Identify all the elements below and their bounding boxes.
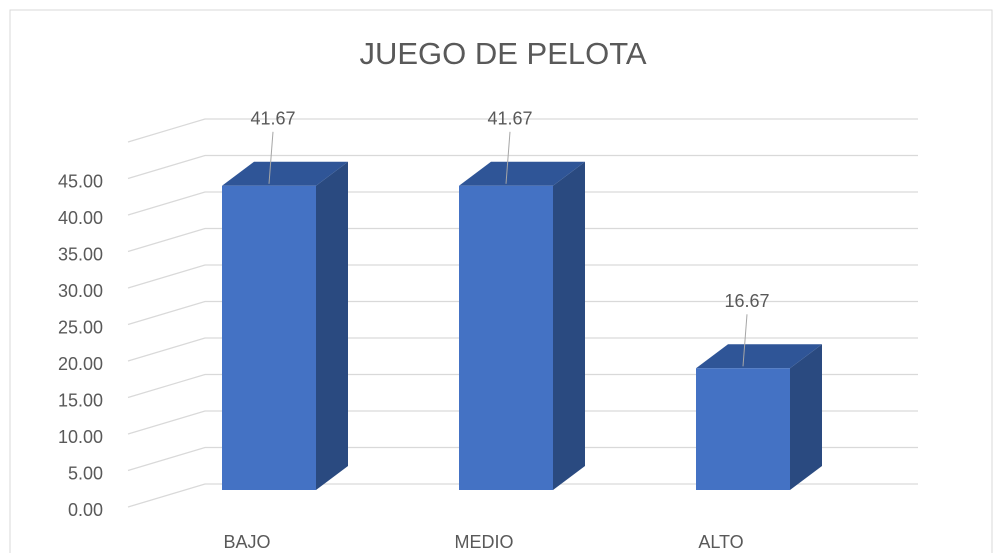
y-tick-label: 40.00 bbox=[58, 208, 103, 228]
bar-top bbox=[696, 344, 822, 369]
bar-front bbox=[459, 185, 553, 490]
chart-title: JUEGO DE PELOTA bbox=[359, 36, 646, 71]
grid-line bbox=[127, 337, 918, 362]
data-label: 41.67 bbox=[250, 109, 295, 129]
grid-line bbox=[127, 410, 918, 435]
y-tick-label: 25.00 bbox=[58, 317, 103, 337]
x-tick-label: ALTO bbox=[698, 532, 743, 552]
y-tick-label: 10.00 bbox=[58, 427, 103, 447]
bar-top bbox=[222, 161, 348, 186]
y-tick-label: 20.00 bbox=[58, 354, 103, 374]
grid-line bbox=[127, 154, 918, 180]
data-label: 41.67 bbox=[487, 109, 532, 129]
bar bbox=[222, 161, 348, 490]
grid-line bbox=[127, 483, 918, 508]
grid-line bbox=[127, 227, 918, 253]
grid-line bbox=[127, 300, 918, 326]
y-tick-label: 15.00 bbox=[58, 390, 103, 410]
bar bbox=[696, 344, 822, 490]
grid-line bbox=[127, 118, 918, 143]
y-tick-label: 30.00 bbox=[58, 281, 103, 301]
bar-side bbox=[316, 161, 348, 490]
y-tick-label: 5.00 bbox=[68, 463, 103, 483]
x-tick-label: MEDIO bbox=[454, 532, 513, 552]
y-tick-label: 35.00 bbox=[58, 244, 103, 264]
bar-side bbox=[553, 161, 585, 490]
bar-front bbox=[222, 185, 316, 490]
bar bbox=[459, 161, 585, 490]
grid-line bbox=[127, 446, 918, 472]
bar-side bbox=[790, 344, 822, 490]
leader-line bbox=[505, 131, 511, 184]
bar-top bbox=[459, 161, 585, 186]
grid-line bbox=[127, 191, 918, 216]
grid-line bbox=[127, 264, 918, 289]
leader-line bbox=[742, 314, 748, 367]
data-label: 16.67 bbox=[724, 291, 769, 311]
y-tick-label: 0.00 bbox=[68, 500, 103, 520]
y-tick-label: 45.00 bbox=[58, 171, 103, 191]
leader-line bbox=[268, 131, 274, 184]
bar-front bbox=[696, 368, 790, 490]
grid-line bbox=[127, 373, 918, 399]
x-tick-label: BAJO bbox=[223, 532, 270, 552]
